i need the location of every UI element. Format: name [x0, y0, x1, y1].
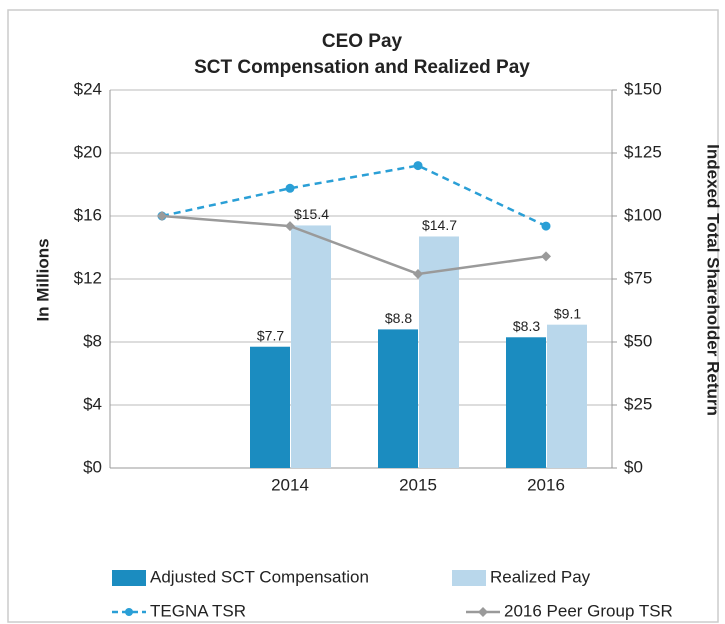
value-label: $15.4	[294, 206, 329, 222]
marker	[285, 183, 295, 193]
y-tick-label: $20	[74, 142, 102, 161]
value-label: $14.7	[422, 217, 457, 233]
legend-marker	[125, 608, 133, 616]
x-tick-label: 2016	[527, 475, 565, 494]
value-label: $8.8	[385, 310, 412, 326]
y2-tick-label: $0	[624, 457, 643, 476]
frame	[7, 9, 719, 623]
y-axis-title: In Millions	[33, 238, 52, 321]
legend-swatch	[452, 570, 486, 586]
y2-axis-title: Indexed Total Shareholder Return	[704, 144, 723, 416]
bar	[547, 324, 587, 468]
bar	[291, 225, 331, 468]
marker	[157, 211, 167, 221]
y-tick-label: $4	[83, 394, 102, 413]
y2-tick-label: $25	[624, 394, 652, 413]
y2-tick-label: $125	[624, 142, 662, 161]
y-tick-label: $16	[74, 205, 102, 224]
marker	[413, 268, 423, 279]
x-tick-label: 2015	[399, 475, 437, 494]
value-label: $9.1	[554, 305, 581, 321]
marker	[285, 221, 295, 232]
y-tick-label: $8	[83, 331, 102, 350]
chart-subtitle: SCT Compensation and Realized Pay	[194, 57, 530, 78]
x-tick-label: 2014	[271, 475, 309, 494]
legend-label: Realized Pay	[490, 567, 591, 586]
legend-label: Adjusted SCT Compensation	[150, 567, 369, 586]
y2-tick-label: $50	[624, 331, 652, 350]
bar	[419, 236, 459, 468]
bar	[250, 346, 290, 468]
legend-marker	[478, 607, 488, 617]
bar	[506, 337, 546, 468]
value-label: $8.3	[513, 318, 540, 334]
y-tick-label: $0	[83, 457, 102, 476]
marker	[413, 161, 423, 171]
legend-label: 2016 Peer Group TSR	[504, 601, 673, 620]
bar	[378, 329, 418, 468]
chart-title: CEO Pay	[322, 31, 403, 52]
marker	[541, 221, 551, 231]
line	[161, 164, 547, 228]
legend-swatch	[112, 570, 146, 586]
y2-tick-label: $150	[624, 79, 662, 98]
marker	[541, 251, 551, 262]
y2-tick-label: $75	[624, 268, 652, 287]
y-tick-label: $24	[74, 79, 102, 98]
y2-tick-label: $100	[624, 205, 662, 224]
legend-label: TEGNA TSR	[150, 601, 246, 620]
value-label: $7.7	[257, 327, 284, 343]
line	[161, 214, 547, 276]
y-tick-label: $12	[74, 268, 102, 287]
